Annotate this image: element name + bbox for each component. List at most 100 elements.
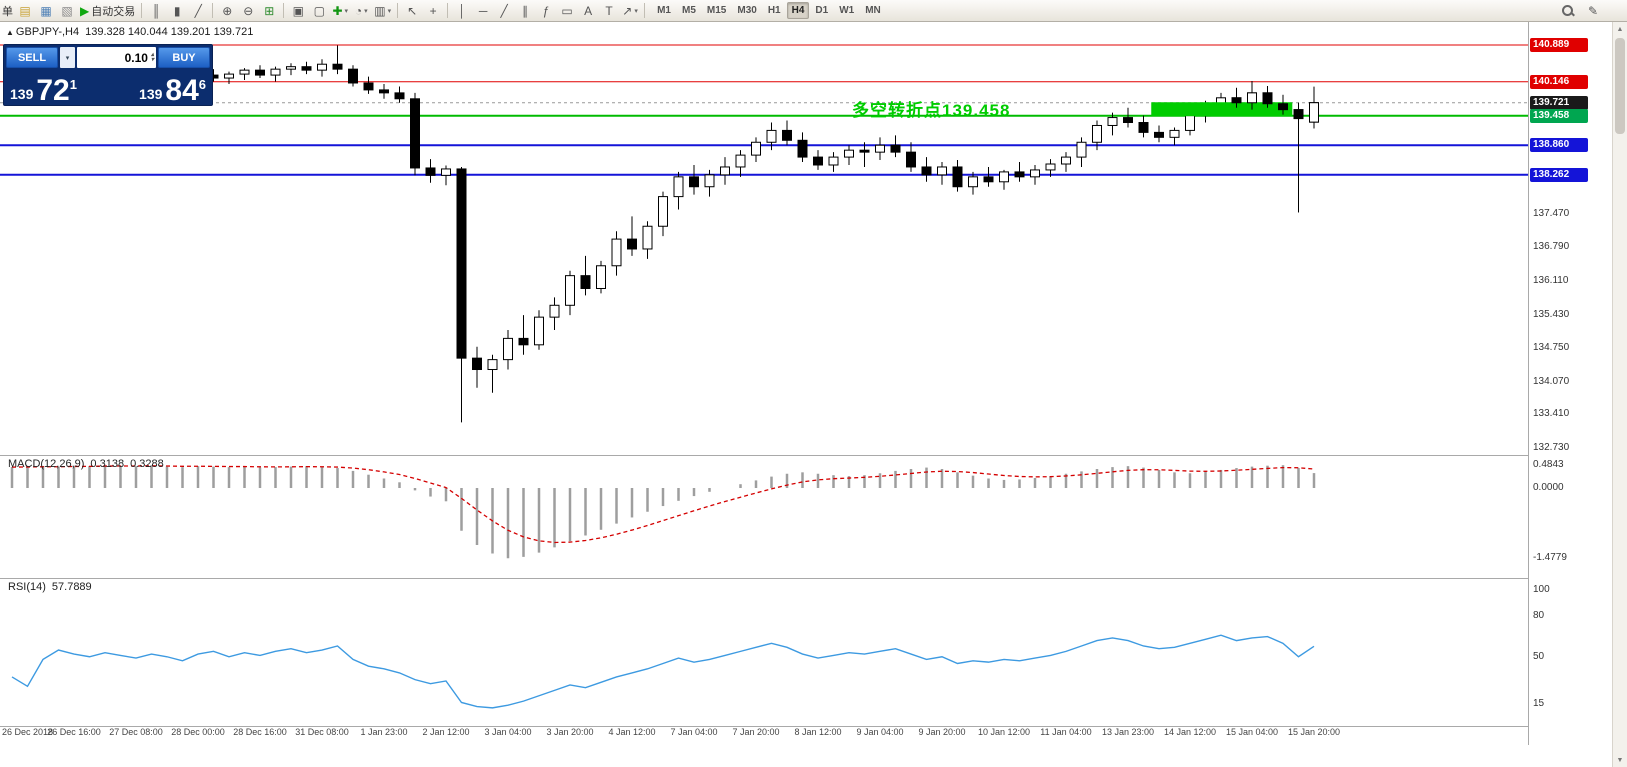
candle-body bbox=[1092, 124, 1102, 143]
toolbar-separator bbox=[212, 3, 214, 18]
shapes-icon[interactable]: ▭ bbox=[557, 1, 577, 21]
crosshair-icon: + bbox=[429, 3, 437, 18]
rsi-panel-separator[interactable] bbox=[0, 578, 1612, 579]
sell-price[interactable]: 139 72 1 bbox=[10, 76, 77, 106]
chart-canvas[interactable] bbox=[0, 22, 1528, 745]
candle-body bbox=[1061, 156, 1071, 165]
scrollbar-thumb[interactable] bbox=[1615, 38, 1625, 134]
cascade-windows-icon[interactable]: ▢ bbox=[309, 1, 329, 21]
timeframe-m1-button[interactable]: M1 bbox=[657, 5, 671, 16]
price-badge: 139.721 bbox=[1530, 95, 1588, 110]
candle-body bbox=[410, 98, 420, 169]
candle-body bbox=[735, 154, 746, 168]
sell-price-main: 139 bbox=[10, 86, 34, 102]
timeframe-m30-button[interactable]: M30 bbox=[737, 5, 757, 16]
scroll-up-button[interactable]: ▲ bbox=[1616, 25, 1624, 33]
macd-indicator-label: MACD(12,26,9) 0.3138 0.3288 bbox=[8, 458, 164, 470]
spinner-down-icon[interactable]: ▾ bbox=[150, 56, 154, 63]
candle-body bbox=[1231, 97, 1242, 104]
scroll-down-button[interactable]: ▼ bbox=[1616, 756, 1624, 764]
dropdown-caret-icon: ▾ bbox=[634, 7, 638, 15]
lot-size-field[interactable]: 0.10 ▴ ▾ bbox=[77, 47, 156, 68]
sell-price-sup: 1 bbox=[69, 77, 77, 92]
indicators-icon[interactable]: ✚ ▾ bbox=[330, 1, 350, 21]
candle-body bbox=[487, 359, 498, 371]
edit-icon[interactable]: ✎ bbox=[1583, 1, 1603, 21]
profiles-icon[interactable]: ▧ bbox=[57, 1, 77, 21]
price-badge: 138.262 bbox=[1530, 167, 1588, 182]
shapes-icon: ▭ bbox=[561, 3, 573, 18]
rsi-value: 57.7889 bbox=[51, 581, 92, 593]
buy-button[interactable]: BUY bbox=[158, 47, 210, 68]
timeframe-w1-button[interactable]: W1 bbox=[839, 5, 855, 16]
new-order-partial-label[interactable]: 单 bbox=[2, 5, 13, 18]
pivot-annotation-text[interactable]: 多空转折点139.458 bbox=[852, 101, 1011, 120]
highlight-zone bbox=[1151, 102, 1293, 117]
toolbar-right-icons: ✎ bbox=[1557, 1, 1603, 21]
label-icon[interactable]: T bbox=[599, 1, 619, 21]
line-chart-mode-icon[interactable]: ╱ bbox=[188, 1, 208, 21]
trendline-icon[interactable]: ╱ bbox=[494, 1, 514, 21]
candle-body bbox=[1309, 102, 1319, 123]
order-type-dropdown[interactable]: ▾ bbox=[60, 47, 75, 68]
candle-body bbox=[518, 337, 529, 346]
dropdown-caret-icon: ▾ bbox=[387, 7, 392, 15]
price-badge: 138.860 bbox=[1530, 138, 1588, 153]
candle-body bbox=[472, 357, 482, 371]
horizontal-line-icon[interactable]: ─ bbox=[473, 1, 493, 21]
grid-icon[interactable]: ⊞ bbox=[259, 1, 279, 21]
vertical-line-icon[interactable]: │ bbox=[452, 1, 472, 21]
timeframe-m15-button[interactable]: M15 bbox=[706, 5, 727, 16]
candlestick-mode-icon[interactable]: ▮ bbox=[167, 1, 187, 21]
arrows-icon[interactable]: ↗ ▾ bbox=[620, 1, 640, 21]
zoom-in-icon[interactable]: ⊕ bbox=[217, 1, 237, 21]
new-order-icon[interactable]: ▤ bbox=[15, 1, 35, 21]
templates-icon[interactable]: ▥ ▾ bbox=[372, 1, 393, 21]
macd-signal-line bbox=[11, 465, 1315, 544]
bar-chart-mode-icon[interactable]: ║ bbox=[146, 1, 166, 21]
candle-body bbox=[363, 82, 374, 91]
rsi-axis-label: 50 bbox=[1533, 650, 1545, 662]
autotrading-button[interactable]: ▶ 自动交易 bbox=[78, 1, 137, 21]
candle-body bbox=[224, 73, 234, 79]
candle-body bbox=[1278, 103, 1288, 111]
timeframe-m5-button[interactable]: M5 bbox=[682, 5, 696, 16]
candle-body bbox=[673, 176, 684, 198]
fibonacci-icon[interactable]: ƒ bbox=[536, 1, 556, 21]
zoom-out-icon[interactable]: ⊖ bbox=[238, 1, 258, 21]
macd-panel-separator[interactable] bbox=[0, 455, 1612, 456]
vertical-scrollbar[interactable]: ▲ ▼ bbox=[1612, 22, 1627, 767]
search-icon[interactable] bbox=[1557, 1, 1577, 21]
cursor-icon[interactable]: ↖ bbox=[402, 1, 422, 21]
candle-body bbox=[642, 225, 653, 250]
sell-button[interactable]: SELL bbox=[6, 47, 58, 68]
new-chart-icon[interactable]: ▦ bbox=[36, 1, 56, 21]
price-axis-label: 132.730 bbox=[1533, 442, 1570, 454]
text-icon: A bbox=[584, 3, 593, 18]
timeframe-h1-button[interactable]: H1 bbox=[767, 5, 781, 16]
time-label: 7 Jan 20:00 bbox=[732, 727, 780, 737]
candle-body bbox=[1138, 122, 1149, 133]
rsi-indicator-label: RSI(14) 57.7889 bbox=[8, 581, 92, 593]
candle-body bbox=[332, 63, 343, 70]
price-axis[interactable]: 137.470 136.790 136.110 135.430 134.750 134.0… bbox=[1529, 22, 1612, 745]
spinner-up-icon[interactable]: ▴ bbox=[150, 51, 154, 58]
indicators-icon: ✚ bbox=[332, 3, 343, 18]
symbol-ohlc: 139.328 140.044 139.201 139.721 bbox=[85, 26, 254, 38]
lot-spinner[interactable]: ▴ ▾ bbox=[150, 51, 154, 63]
tile-windows-icon[interactable]: ▣ bbox=[288, 1, 308, 21]
timeframe-d1-button[interactable]: D1 bbox=[815, 5, 829, 16]
price-axis-label: 134.070 bbox=[1533, 375, 1570, 387]
time-axis[interactable]: 26 Dec 2018 26 Dec 16:00 27 Dec 08:00 28 De… bbox=[0, 727, 1528, 743]
candle-body bbox=[1030, 169, 1040, 178]
crosshair-icon[interactable]: + bbox=[423, 1, 443, 21]
text-icon[interactable]: A bbox=[578, 1, 598, 21]
timeframe-h4-button[interactable]: H4 bbox=[786, 2, 810, 19]
timeframe-mn-button[interactable]: MN bbox=[865, 5, 881, 16]
candle-body bbox=[565, 275, 575, 306]
price-axis-label: 136.790 bbox=[1533, 241, 1570, 253]
channel-icon[interactable]: ∥ bbox=[515, 1, 535, 21]
periods-icon[interactable]: ◔ ▾ bbox=[351, 1, 371, 21]
buy-price[interactable]: 139 84 6 bbox=[139, 76, 206, 106]
toolbar-separator bbox=[447, 3, 449, 18]
